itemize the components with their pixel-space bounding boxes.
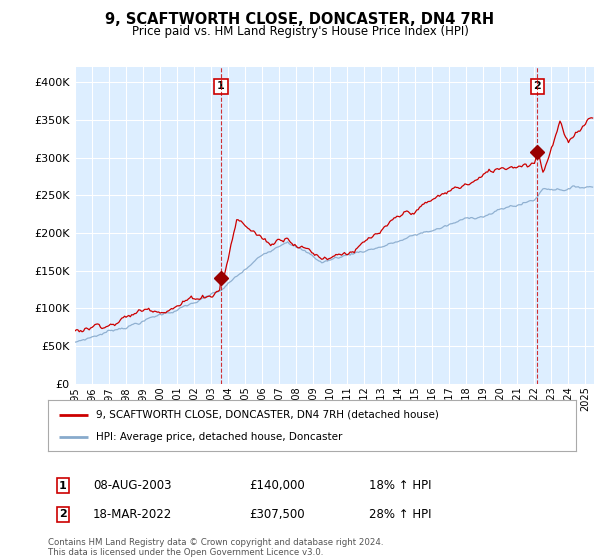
Text: 08-AUG-2003: 08-AUG-2003 — [93, 479, 172, 492]
Text: 28% ↑ HPI: 28% ↑ HPI — [369, 507, 431, 521]
Text: 9, SCAFTWORTH CLOSE, DONCASTER, DN4 7RH (detached house): 9, SCAFTWORTH CLOSE, DONCASTER, DN4 7RH … — [95, 409, 439, 419]
Text: 18-MAR-2022: 18-MAR-2022 — [93, 507, 172, 521]
Text: Price paid vs. HM Land Registry's House Price Index (HPI): Price paid vs. HM Land Registry's House … — [131, 25, 469, 38]
Text: 9, SCAFTWORTH CLOSE, DONCASTER, DN4 7RH: 9, SCAFTWORTH CLOSE, DONCASTER, DN4 7RH — [106, 12, 494, 27]
Text: £140,000: £140,000 — [249, 479, 305, 492]
Text: 2: 2 — [59, 509, 67, 519]
Text: 18% ↑ HPI: 18% ↑ HPI — [369, 479, 431, 492]
Text: Contains HM Land Registry data © Crown copyright and database right 2024.
This d: Contains HM Land Registry data © Crown c… — [48, 538, 383, 557]
Text: £307,500: £307,500 — [249, 507, 305, 521]
Text: HPI: Average price, detached house, Doncaster: HPI: Average price, detached house, Donc… — [95, 432, 342, 442]
Text: 2: 2 — [533, 81, 541, 91]
Text: 1: 1 — [59, 480, 67, 491]
Text: 1: 1 — [217, 81, 225, 91]
